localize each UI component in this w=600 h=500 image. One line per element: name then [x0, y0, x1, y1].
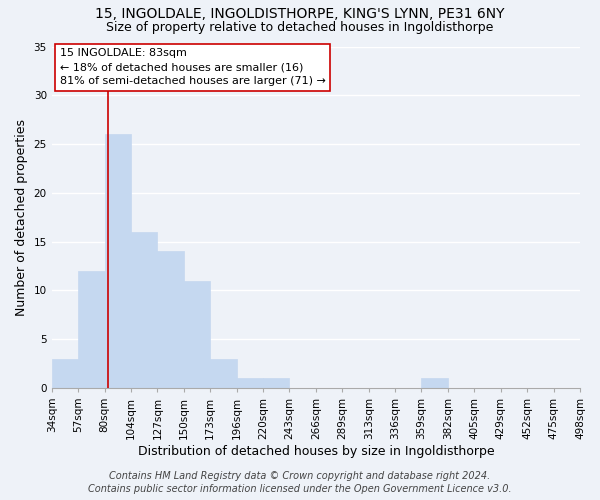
Bar	[236, 378, 263, 388]
Bar	[421, 378, 448, 388]
Bar	[104, 134, 131, 388]
Bar	[263, 378, 289, 388]
Text: 15 INGOLDALE: 83sqm
← 18% of detached houses are smaller (16)
81% of semi-detach: 15 INGOLDALE: 83sqm ← 18% of detached ho…	[59, 48, 325, 86]
Bar	[52, 358, 78, 388]
Bar	[78, 271, 104, 388]
Text: Contains HM Land Registry data © Crown copyright and database right 2024.
Contai: Contains HM Land Registry data © Crown c…	[88, 471, 512, 494]
Y-axis label: Number of detached properties: Number of detached properties	[15, 118, 28, 316]
X-axis label: Distribution of detached houses by size in Ingoldisthorpe: Distribution of detached houses by size …	[137, 444, 494, 458]
Bar	[131, 232, 157, 388]
Text: 15, INGOLDALE, INGOLDISTHORPE, KING'S LYNN, PE31 6NY: 15, INGOLDALE, INGOLDISTHORPE, KING'S LY…	[95, 8, 505, 22]
Text: Size of property relative to detached houses in Ingoldisthorpe: Size of property relative to detached ho…	[106, 21, 494, 34]
Bar	[157, 252, 184, 388]
Bar	[210, 358, 236, 388]
Bar	[184, 280, 210, 388]
